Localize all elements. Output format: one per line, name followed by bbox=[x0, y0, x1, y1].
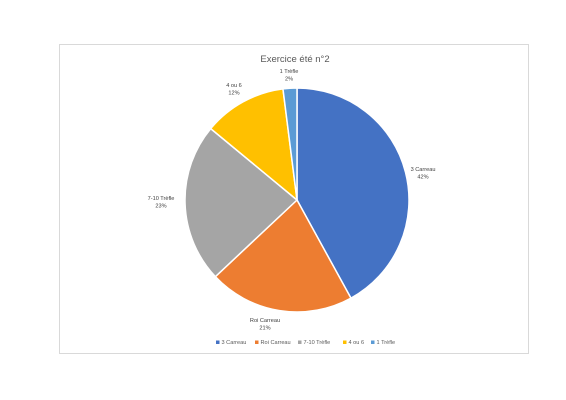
data-label-value-4-ou-6: 12% bbox=[228, 91, 239, 97]
data-label-category-roi-carreau: Roi Carreau bbox=[250, 318, 280, 324]
pie-slices bbox=[184, 87, 410, 313]
data-label-value-1-tr-fle: 2% bbox=[285, 77, 293, 83]
data-label-category-3-carreau: 3 Carreau bbox=[411, 167, 436, 173]
legend-marker-3-carreau bbox=[216, 340, 220, 344]
pie-slice-7-10-tr-fle bbox=[184, 127, 299, 278]
legend-label-1-tr-fle: 1 Trèfle bbox=[377, 340, 396, 346]
pie-slice-4-ou-6 bbox=[209, 88, 298, 202]
legend: 3 Carreau Roi Carreau 7-10 Trèfle 4 ou 6 1 T… bbox=[216, 340, 395, 346]
legend-marker-1-tr-fle bbox=[371, 340, 375, 344]
legend-label-3-carreau: 3 Carreau bbox=[222, 340, 247, 346]
data-label-value-3-carreau: 42% bbox=[417, 175, 428, 181]
data-label-category-1-tr-fle: 1 Trèfle bbox=[280, 69, 299, 75]
data-labels: 3 Carreau 42% Roi Carreau 21% 7-10 Trèfle 23%… bbox=[148, 69, 436, 332]
chart-area: Exercice été n°2 3 Carreau 42% Roi Carreau… bbox=[59, 44, 529, 354]
legend-label-roi-carreau: Roi Carreau bbox=[261, 340, 291, 346]
legend-marker-roi-carreau bbox=[255, 340, 259, 344]
pie-slice-3-carreau bbox=[296, 87, 410, 300]
legend-label-7-10-tr-fle: 7-10 Trèfle bbox=[304, 340, 331, 346]
legend-label-4-ou-6: 4 ou 6 bbox=[349, 340, 365, 346]
data-label-category-4-ou-6: 4 ou 6 bbox=[226, 83, 242, 89]
data-label-category-7-10-tr-fle: 7-10 Trèfle bbox=[148, 196, 175, 202]
pie-slice-1-tr-fle bbox=[282, 87, 298, 201]
data-label-value-7-10-tr-fle: 23% bbox=[155, 204, 166, 210]
data-label-value-roi-carreau: 21% bbox=[259, 326, 270, 332]
legend-marker-4-ou-6 bbox=[343, 340, 347, 344]
legend-marker-7-10-tr-fle bbox=[298, 340, 302, 344]
pie-slice-roi-carreau bbox=[214, 198, 352, 313]
chart-title: Exercice été n°2 bbox=[260, 54, 329, 65]
pie-chart: Exercice été n°2 3 Carreau 42% Roi Carreau… bbox=[148, 54, 436, 346]
